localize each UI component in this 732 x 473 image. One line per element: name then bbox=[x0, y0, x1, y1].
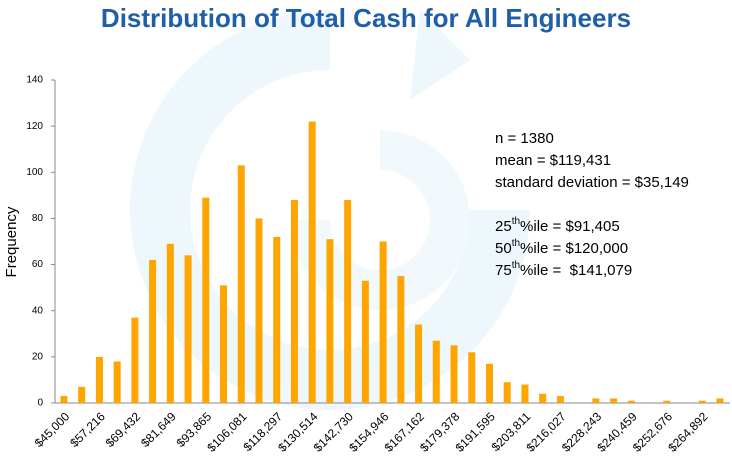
bar bbox=[539, 393, 547, 403]
y-tick-label: 60 bbox=[32, 259, 44, 270]
percentile-text: %ile = $120,000 bbox=[520, 240, 628, 257]
y-tick-label: 40 bbox=[32, 305, 44, 316]
bar bbox=[166, 243, 174, 403]
bar bbox=[485, 363, 493, 403]
percentile-line: 25th%ile = $91,405 bbox=[495, 216, 620, 235]
bar bbox=[450, 345, 458, 403]
bar bbox=[60, 396, 68, 403]
bar bbox=[326, 239, 334, 403]
bar bbox=[95, 356, 103, 403]
bar bbox=[521, 384, 529, 403]
stat-line: standard deviation = $35,149 bbox=[495, 174, 689, 191]
y-tick-label: 140 bbox=[26, 75, 43, 86]
y-tick-label: 20 bbox=[32, 351, 44, 362]
bar bbox=[432, 340, 440, 403]
x-tick-label: $81,649 bbox=[138, 409, 179, 450]
percentile-number: 50 bbox=[495, 240, 512, 257]
bar bbox=[308, 121, 316, 404]
bar bbox=[78, 386, 86, 403]
stat-line: mean = $119,431 bbox=[495, 152, 611, 169]
bar bbox=[415, 324, 423, 403]
bar bbox=[592, 398, 600, 403]
chart-title: Distribution of Total Cash for All Engin… bbox=[101, 3, 631, 33]
percentile-suffix: th bbox=[512, 238, 520, 249]
bar bbox=[290, 199, 298, 403]
bar bbox=[663, 400, 671, 403]
bar bbox=[202, 197, 210, 403]
percentile-text: %ile = $91,405 bbox=[520, 218, 620, 235]
bar bbox=[503, 382, 511, 403]
bar bbox=[220, 285, 228, 403]
bar bbox=[716, 398, 724, 403]
percentile-number: 25 bbox=[495, 218, 512, 235]
bar bbox=[344, 199, 352, 403]
y-axis-label: Frequency bbox=[3, 206, 20, 277]
x-tick-label: $45,000 bbox=[32, 409, 73, 450]
y-tick-label: 80 bbox=[32, 213, 44, 224]
annotations: n = 1380 mean = $119,431 standard deviatio… bbox=[495, 130, 689, 279]
bar bbox=[468, 352, 476, 403]
x-tick-label: $57,216 bbox=[67, 409, 108, 450]
percentile-text: %ile = $141,079 bbox=[520, 262, 632, 279]
x-tick-label: $264,892 bbox=[665, 409, 711, 455]
bar bbox=[131, 317, 139, 403]
bar bbox=[610, 398, 618, 403]
bar bbox=[698, 400, 706, 403]
percentile-line: 75th%ile = $141,079 bbox=[495, 260, 632, 279]
y-tick-label: 0 bbox=[37, 398, 43, 409]
bar bbox=[255, 218, 263, 403]
percentile-suffix: th bbox=[512, 260, 520, 271]
bar bbox=[113, 361, 121, 403]
bar bbox=[184, 255, 192, 403]
bar bbox=[627, 400, 635, 403]
bar bbox=[237, 165, 245, 403]
percentile-suffix: th bbox=[512, 216, 520, 227]
y-tick-label: 100 bbox=[26, 167, 43, 178]
x-tick-label: $69,432 bbox=[103, 409, 144, 450]
bar bbox=[273, 236, 281, 403]
y-tick-label: 120 bbox=[26, 121, 43, 132]
percentile-number: 75 bbox=[495, 262, 512, 279]
bar bbox=[556, 396, 564, 403]
bar bbox=[397, 276, 405, 403]
bar bbox=[149, 259, 157, 403]
percentile-line: 50th%ile = $120,000 bbox=[495, 238, 628, 257]
bar bbox=[361, 280, 369, 403]
stat-line: n = 1380 bbox=[495, 130, 554, 147]
bar bbox=[379, 241, 387, 403]
